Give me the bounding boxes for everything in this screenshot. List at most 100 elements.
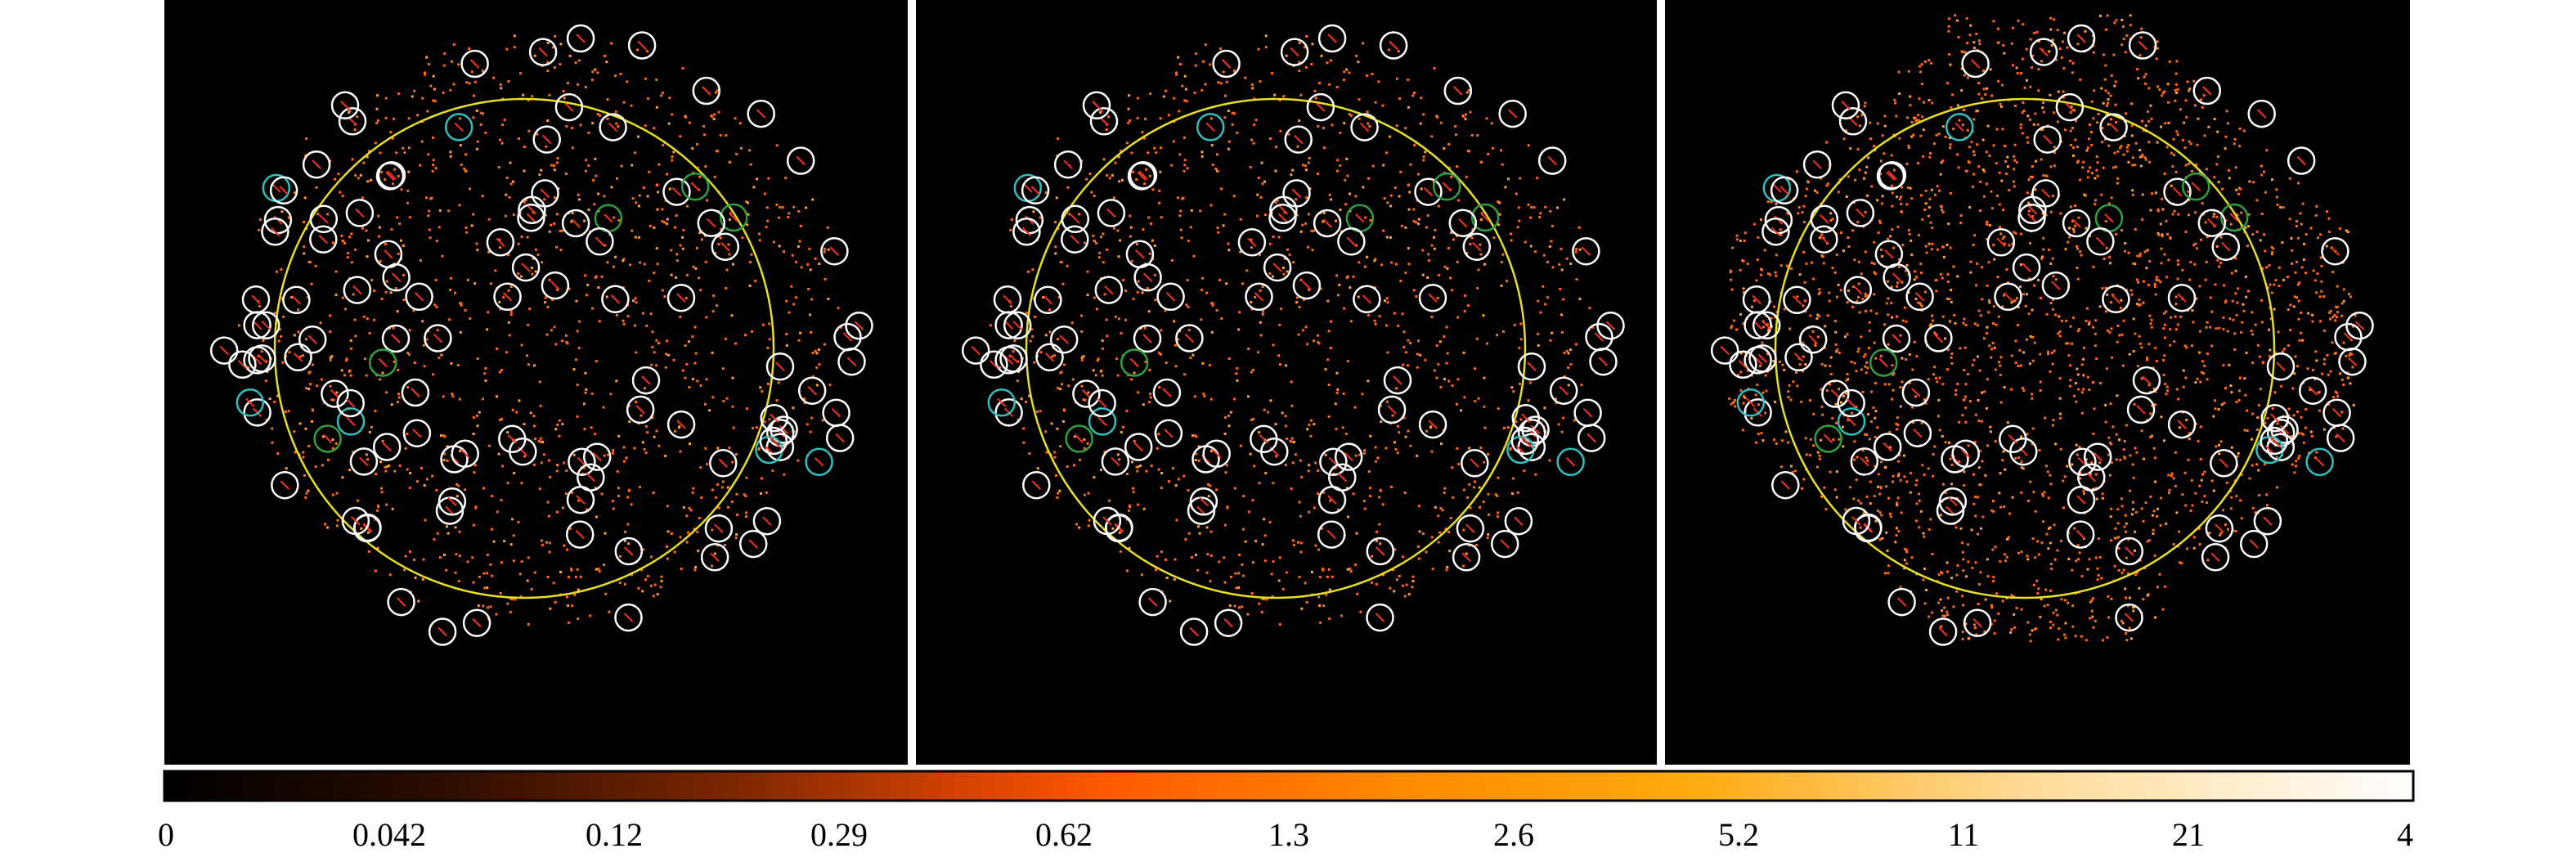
event	[1797, 206, 1801, 209]
event	[1996, 41, 1999, 44]
event	[2132, 609, 2135, 613]
event	[1417, 222, 1420, 226]
event	[2295, 465, 2298, 468]
event	[1313, 423, 1316, 426]
event	[421, 577, 424, 581]
event	[603, 195, 606, 198]
event	[258, 218, 262, 222]
event	[431, 169, 434, 173]
event	[2193, 263, 2197, 266]
event	[559, 249, 563, 252]
event	[1286, 438, 1289, 441]
event	[413, 361, 416, 364]
event	[1390, 485, 1393, 488]
event	[2103, 78, 2107, 81]
event	[2163, 253, 2166, 256]
source-region	[1470, 203, 1500, 232]
event	[2076, 266, 2079, 269]
event	[1205, 571, 1209, 574]
event	[1896, 416, 1899, 420]
source-marker	[507, 434, 518, 444]
event	[1407, 106, 1410, 109]
event	[810, 298, 814, 301]
event	[634, 297, 637, 300]
event	[1909, 95, 1912, 98]
event	[392, 326, 395, 330]
event	[1326, 358, 1330, 361]
event	[368, 332, 371, 334]
event	[1227, 140, 1231, 143]
event	[2261, 267, 2264, 270]
event	[1238, 606, 1241, 609]
event	[1477, 268, 1480, 272]
event	[442, 64, 446, 67]
event	[384, 243, 387, 245]
source-marker	[641, 375, 651, 385]
event	[1898, 454, 1901, 457]
event	[2142, 598, 2145, 601]
event	[1313, 339, 1315, 343]
event	[2072, 231, 2076, 234]
event	[1183, 99, 1187, 102]
event	[1334, 402, 1337, 406]
event	[2146, 540, 2149, 543]
event	[1227, 249, 1231, 252]
event	[657, 163, 661, 166]
event	[1829, 365, 1832, 368]
source-region	[330, 91, 360, 120]
event	[2259, 388, 2262, 391]
event	[2340, 379, 2344, 381]
source-marker	[384, 249, 393, 259]
event	[2174, 328, 2178, 331]
event	[1140, 573, 1143, 577]
event	[1465, 175, 1468, 178]
event	[1977, 165, 1981, 168]
event	[1209, 63, 1212, 66]
source-marker	[769, 436, 779, 446]
event	[1456, 447, 1459, 450]
event	[1742, 402, 1745, 405]
event	[1378, 496, 1381, 499]
event	[1818, 454, 1821, 457]
event	[2037, 587, 2040, 590]
event	[2059, 447, 2062, 451]
event	[1936, 415, 1940, 418]
event	[2019, 126, 2022, 129]
event	[379, 259, 382, 263]
event	[2147, 119, 2151, 123]
event	[1798, 273, 1802, 276]
event	[1921, 115, 1924, 119]
event	[1129, 505, 1132, 509]
event	[303, 474, 306, 477]
event	[1260, 597, 1263, 600]
field-circle	[273, 97, 775, 599]
event	[2034, 112, 2037, 115]
event	[1853, 458, 1856, 461]
event	[2086, 146, 2089, 150]
event	[439, 556, 442, 559]
event	[2071, 146, 2075, 150]
event	[2057, 90, 2060, 93]
event	[2244, 393, 2247, 397]
event	[576, 384, 579, 387]
event	[451, 394, 455, 397]
event	[1936, 248, 1939, 251]
event	[603, 454, 606, 457]
event	[1183, 136, 1186, 139]
event	[2132, 317, 2135, 321]
event	[2346, 231, 2349, 234]
event	[1309, 419, 1313, 422]
event	[1299, 93, 1303, 97]
event	[1561, 330, 1564, 334]
event	[1135, 465, 1138, 469]
event	[682, 506, 685, 509]
event	[1238, 311, 1241, 314]
event	[329, 358, 332, 361]
event	[1981, 515, 1985, 519]
event	[1483, 405, 1486, 408]
source-region	[1250, 424, 1278, 454]
event	[2050, 44, 2053, 47]
event	[2075, 443, 2078, 447]
event	[2260, 164, 2263, 168]
event	[1371, 164, 1375, 168]
